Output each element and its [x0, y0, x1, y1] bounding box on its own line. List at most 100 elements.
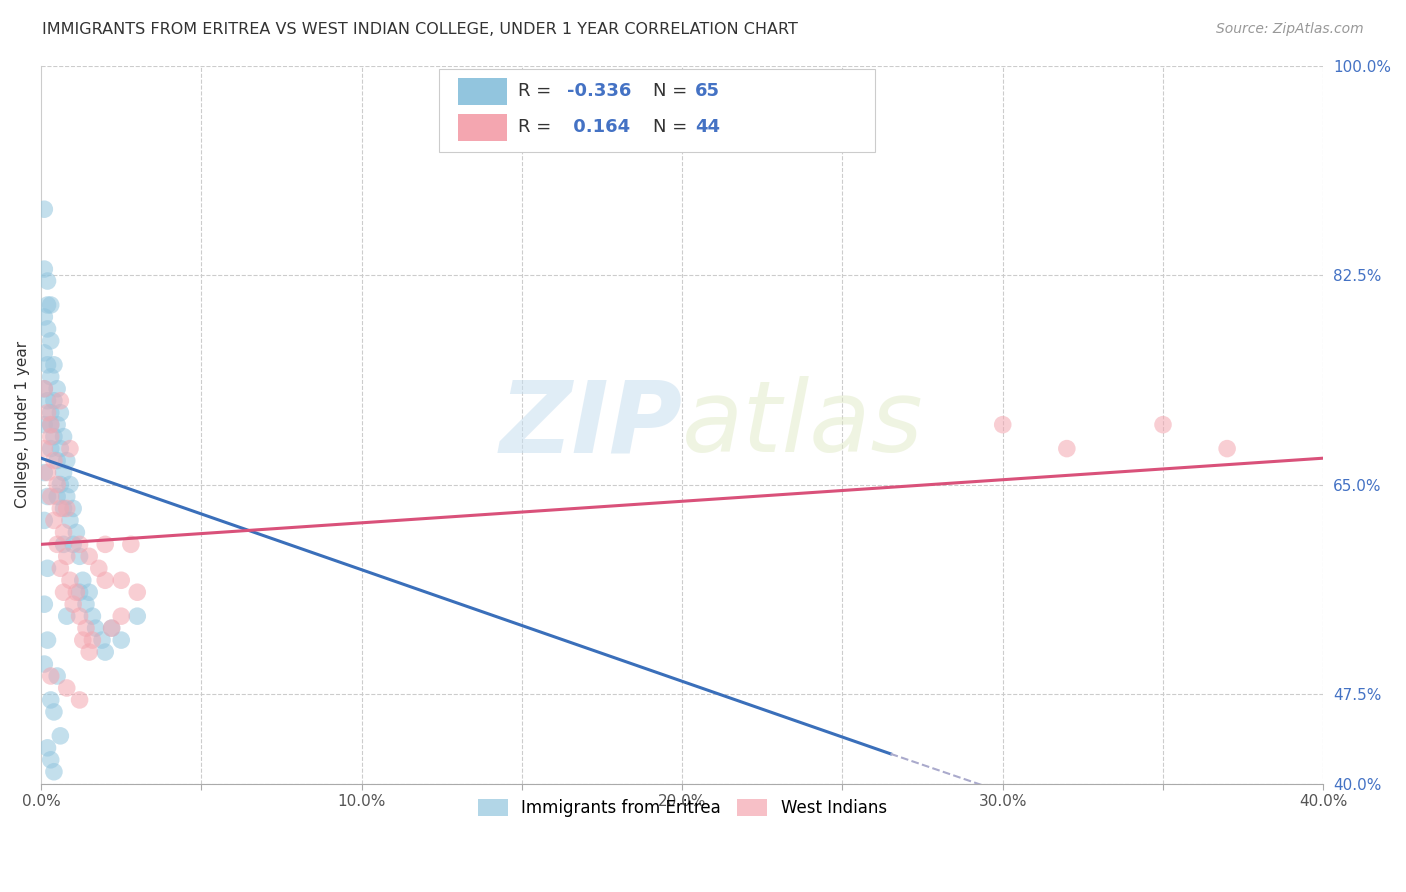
Point — [1056, 442, 1078, 456]
Point — [110, 633, 132, 648]
Point — [87, 561, 110, 575]
Point — [34, 417, 56, 432]
Point — [42, 764, 65, 779]
Point — [69, 549, 91, 564]
Point — [39, 693, 62, 707]
Point — [52, 585, 75, 599]
Point — [39, 430, 62, 444]
Point — [37, 358, 59, 372]
Point — [49, 501, 72, 516]
Point — [69, 537, 91, 551]
Point — [77, 585, 100, 599]
Point — [75, 621, 97, 635]
Point — [46, 669, 69, 683]
Text: atlas: atlas — [682, 376, 924, 473]
Point — [37, 406, 59, 420]
Point — [94, 645, 117, 659]
Point — [37, 633, 59, 648]
Point — [34, 513, 56, 527]
Text: R =: R = — [517, 82, 557, 100]
Y-axis label: College, Under 1 year: College, Under 1 year — [15, 341, 30, 508]
FancyBboxPatch shape — [458, 78, 506, 105]
FancyBboxPatch shape — [458, 113, 506, 141]
Point — [37, 740, 59, 755]
Point — [34, 262, 56, 277]
Point — [94, 537, 117, 551]
Text: 44: 44 — [695, 119, 720, 136]
Point — [42, 358, 65, 372]
Point — [46, 537, 69, 551]
Point — [55, 453, 77, 467]
Point — [39, 417, 62, 432]
Text: R =: R = — [517, 119, 557, 136]
Point — [62, 537, 84, 551]
Point — [59, 442, 82, 456]
Point — [34, 382, 56, 396]
Point — [55, 501, 77, 516]
Point — [77, 645, 100, 659]
Point — [42, 393, 65, 408]
Point — [75, 597, 97, 611]
Text: N =: N = — [652, 82, 693, 100]
Point — [49, 442, 72, 456]
Point — [91, 633, 114, 648]
Point — [49, 393, 72, 408]
Point — [55, 681, 77, 695]
Point — [34, 657, 56, 671]
Point — [55, 549, 77, 564]
Text: 0.164: 0.164 — [567, 119, 630, 136]
Point — [37, 274, 59, 288]
Point — [72, 633, 94, 648]
Point — [39, 334, 62, 348]
Point — [65, 585, 87, 599]
Point — [42, 453, 65, 467]
Point — [52, 430, 75, 444]
Point — [65, 525, 87, 540]
Point — [82, 609, 104, 624]
Point — [46, 490, 69, 504]
Point — [62, 501, 84, 516]
Point — [52, 466, 75, 480]
Point — [62, 597, 84, 611]
Point — [37, 393, 59, 408]
Point — [46, 453, 69, 467]
FancyBboxPatch shape — [439, 70, 875, 152]
Point — [42, 513, 65, 527]
Point — [39, 417, 62, 432]
Point — [55, 490, 77, 504]
Point — [37, 561, 59, 575]
Point — [49, 477, 72, 491]
Point — [34, 310, 56, 324]
Point — [59, 513, 82, 527]
Point — [52, 537, 75, 551]
Point — [77, 549, 100, 564]
Point — [37, 322, 59, 336]
Point — [94, 574, 117, 588]
Point — [69, 585, 91, 599]
Point — [69, 693, 91, 707]
Point — [100, 621, 122, 635]
Point — [46, 417, 69, 432]
Point — [110, 574, 132, 588]
Point — [34, 382, 56, 396]
Text: Source: ZipAtlas.com: Source: ZipAtlas.com — [1216, 22, 1364, 37]
Point — [37, 298, 59, 312]
Point — [84, 621, 107, 635]
Text: ZIP: ZIP — [499, 376, 682, 473]
Point — [120, 537, 142, 551]
Point — [39, 669, 62, 683]
Point — [72, 574, 94, 588]
Point — [59, 574, 82, 588]
Point — [39, 369, 62, 384]
Point — [127, 609, 149, 624]
Point — [46, 477, 69, 491]
Text: 65: 65 — [695, 82, 720, 100]
Point — [110, 609, 132, 624]
Point — [42, 705, 65, 719]
Text: -0.336: -0.336 — [567, 82, 631, 100]
Point — [49, 406, 72, 420]
Point — [37, 466, 59, 480]
Text: N =: N = — [652, 119, 693, 136]
Point — [34, 442, 56, 456]
Point — [39, 298, 62, 312]
